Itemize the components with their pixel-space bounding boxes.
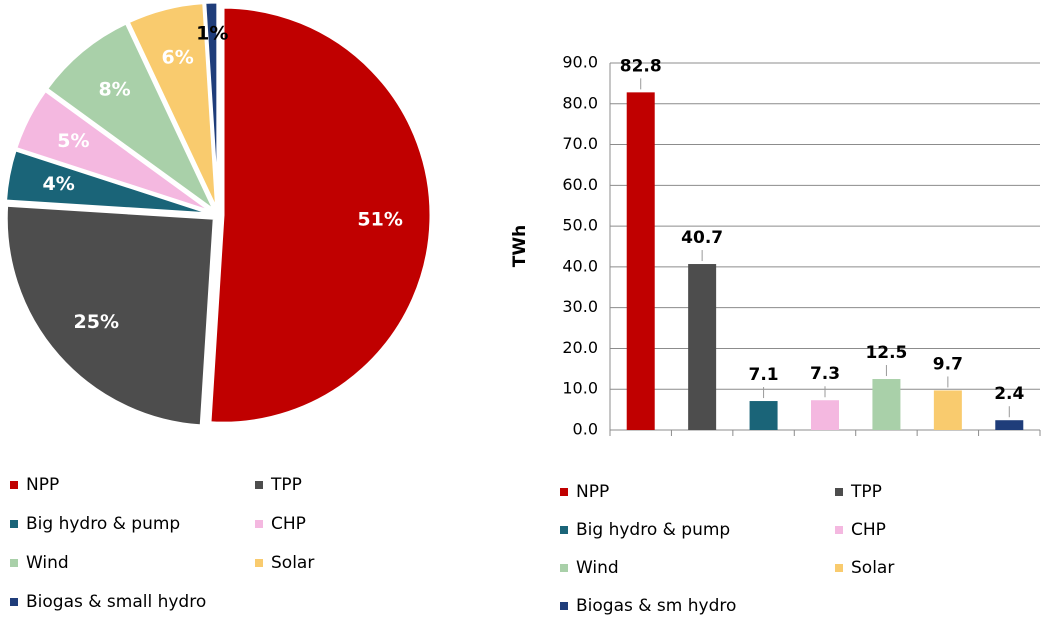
legend-swatch: [255, 520, 263, 528]
y-tick-label: 70.0: [562, 134, 598, 153]
data-label: 7.1: [749, 365, 779, 385]
legend-swatch: [255, 481, 263, 489]
bar: [688, 264, 717, 430]
legend-label: NPP: [576, 482, 609, 502]
y-tick-label: 40.0: [562, 256, 598, 275]
legend-swatch: [560, 488, 568, 496]
legend-label: TPP: [270, 475, 302, 495]
legend-swatch: [10, 598, 18, 606]
legend-swatch: [10, 481, 18, 489]
slice-label: 8%: [98, 78, 130, 100]
y-tick-label: 80.0: [562, 93, 598, 112]
legend-label: TPP: [850, 482, 882, 502]
data-label: 7.3: [810, 364, 840, 384]
data-label: 9.7: [933, 354, 963, 374]
legend-swatch: [560, 602, 568, 610]
y-tick-label: 30.0: [562, 297, 598, 316]
legend-swatch: [10, 559, 18, 567]
bar: [872, 379, 901, 430]
bar: [749, 401, 778, 430]
y-tick-label: 20.0: [562, 338, 598, 357]
data-label: 2.4: [994, 384, 1024, 404]
data-label: 12.5: [865, 343, 907, 363]
legend-label: CHP: [851, 520, 886, 540]
bar: [626, 92, 655, 431]
y-tick-label: 0.0: [573, 420, 598, 439]
bar: [995, 420, 1024, 430]
bar: [811, 400, 839, 430]
y-tick-label: 50.0: [562, 216, 598, 235]
y-tick-label: 60.0: [562, 175, 598, 194]
legend-swatch: [835, 564, 843, 572]
data-label: 82.8: [620, 56, 662, 76]
pie-slice: [4, 203, 216, 428]
legend-swatch: [835, 488, 843, 496]
slice-label: 1%: [196, 23, 228, 45]
legend-swatch: [835, 526, 843, 534]
slice-label: 25%: [74, 311, 119, 333]
y-axis-label: TWh: [510, 225, 530, 267]
legend-label: Wind: [576, 558, 619, 578]
legend-swatch: [10, 520, 18, 528]
legend-label: Solar: [851, 558, 894, 578]
y-tick-label: 10.0: [562, 379, 598, 398]
legend-swatch: [560, 564, 568, 572]
slice-label: 6%: [162, 46, 194, 68]
pie-slice: [203, 0, 220, 211]
legend-label: Biogas & sm hydro: [576, 596, 736, 616]
legend-label: NPP: [26, 475, 59, 495]
slice-label: 4%: [43, 173, 75, 195]
legend-label: Biogas & small hydro: [26, 592, 206, 612]
legend-label: Wind: [26, 553, 69, 573]
legend-label: CHP: [271, 514, 306, 534]
bar: [933, 390, 962, 430]
data-label: 40.7: [681, 228, 723, 248]
pie-slice: [13, 88, 215, 215]
y-tick-label: 90.0: [562, 53, 598, 72]
slice-label: 5%: [57, 130, 89, 152]
pie-slice: [208, 5, 433, 425]
pie-slice: [44, 20, 217, 213]
slice-label: 51%: [357, 209, 402, 231]
legend-label: Big hydro & pump: [576, 520, 730, 540]
legend-swatch: [560, 526, 568, 534]
legend-label: Big hydro & pump: [26, 514, 180, 534]
legend-label: Solar: [271, 553, 314, 573]
legend-swatch: [255, 559, 263, 567]
